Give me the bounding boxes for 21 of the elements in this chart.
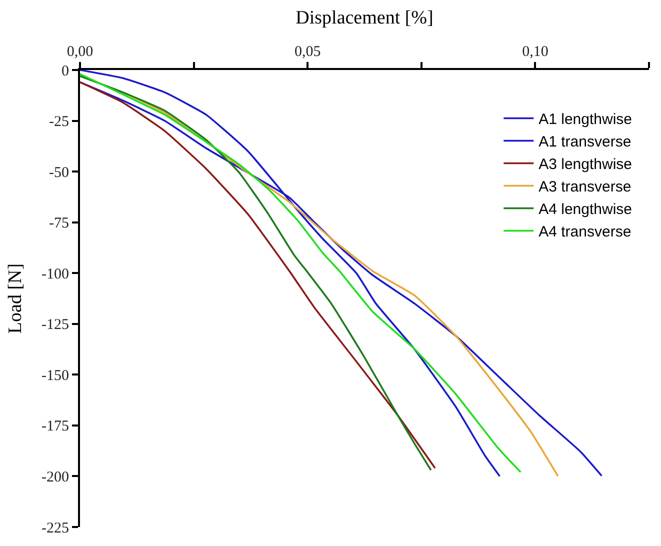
y-tick-label: -175 <box>42 418 69 435</box>
y-axis-title: Load [N] <box>4 263 26 334</box>
y-tick-label: -150 <box>42 368 69 384</box>
legend-label: A4 lengthwise <box>538 201 632 218</box>
y-tick-label: -200 <box>42 469 69 486</box>
legend-label: A4 transverse <box>538 224 632 241</box>
x-tick-label: 0,10 <box>522 44 548 60</box>
y-tick-label: -225 <box>42 520 69 536</box>
y-tick-label: 0 <box>62 63 69 80</box>
y-tick-label: -100 <box>42 266 69 282</box>
x-tick-label: 0,05 <box>294 44 321 60</box>
y-tick-label: -75 <box>49 216 69 232</box>
y-tick-label: -125 <box>42 317 69 334</box>
x-tick-label: 0,00 <box>66 44 94 60</box>
legend-label: A3 transverse <box>538 178 632 196</box>
legend-label: A1 transverse <box>538 134 632 151</box>
x-axis-title: Displacement [%] <box>296 7 434 28</box>
y-tick-label: -50 <box>49 164 69 181</box>
legend-label: A1 lengthwise <box>538 111 632 128</box>
legend-label: A3 lengthwise <box>538 156 632 174</box>
y-tick-label: -25 <box>49 114 69 130</box>
